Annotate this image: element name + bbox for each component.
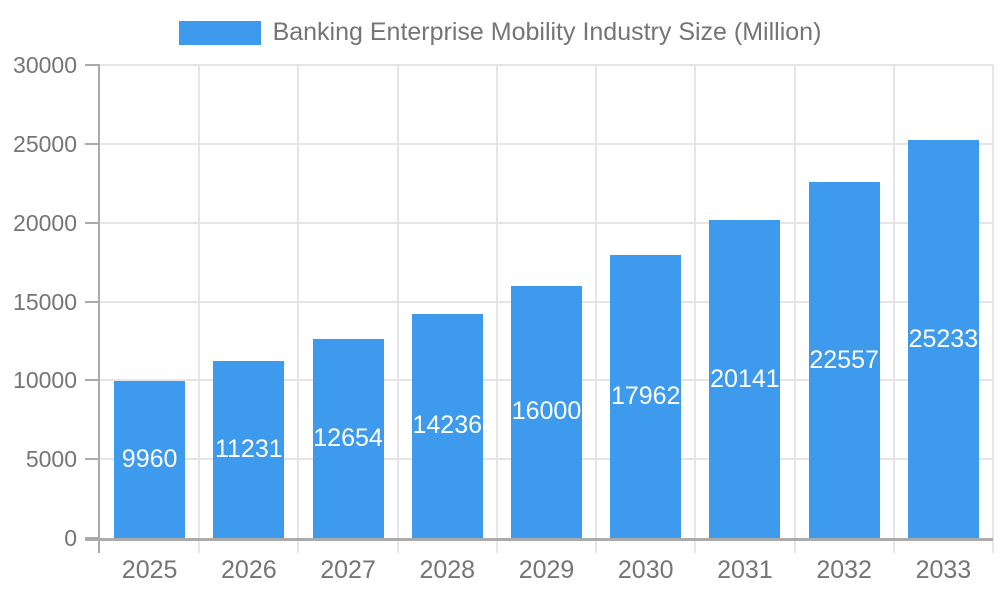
x-grid-line bbox=[992, 65, 994, 553]
bar[interactable]: 17962 bbox=[610, 254, 682, 538]
y-axis-tick bbox=[85, 221, 100, 224]
x-axis-label: 2028 bbox=[419, 556, 476, 584]
y-axis-label: 30000 bbox=[13, 52, 77, 78]
bar[interactable]: 9960 bbox=[114, 380, 186, 538]
bar-slot: 9960 bbox=[100, 65, 199, 538]
y-axis-tick bbox=[85, 64, 100, 66]
legend[interactable]: Banking Enterprise Mobility Industry Siz… bbox=[0, 18, 1000, 47]
bar[interactable]: 20141 bbox=[709, 220, 781, 538]
y-axis-label: 25000 bbox=[13, 130, 77, 157]
bar-slot: 20141 bbox=[695, 65, 794, 538]
y-axis-line bbox=[98, 65, 100, 553]
y-axis-tick bbox=[85, 379, 100, 382]
bar[interactable]: 22557 bbox=[808, 182, 880, 538]
y-grid-line bbox=[100, 221, 993, 224]
x-axis-label: 2031 bbox=[717, 556, 773, 584]
y-axis-label: 20000 bbox=[13, 209, 77, 236]
x-grid-line bbox=[694, 65, 697, 553]
y-axis-tick bbox=[85, 300, 100, 303]
x-axis-label: 2027 bbox=[320, 556, 376, 584]
bar-slot: 14236 bbox=[398, 65, 497, 538]
x-axis-label: 2025 bbox=[121, 556, 178, 584]
bar-slot: 16000 bbox=[497, 65, 596, 538]
x-axis-label: 2029 bbox=[518, 556, 575, 584]
bar[interactable]: 16000 bbox=[510, 285, 582, 538]
x-axis-label: 2032 bbox=[816, 556, 872, 584]
bar-value-label: 14236 bbox=[412, 411, 483, 440]
y-axis-label: 5000 bbox=[25, 446, 77, 473]
plot-area: 9960 11231 12654 14236 16000 17962 20141 22557 2… bbox=[85, 64, 994, 553]
y-axis-tick bbox=[85, 142, 100, 145]
bar-slot: 22557 bbox=[795, 65, 894, 538]
x-axis-label: 2033 bbox=[915, 556, 972, 584]
bar[interactable]: 25233 bbox=[907, 140, 979, 538]
x-grid-line bbox=[793, 65, 796, 553]
y-grid-line bbox=[100, 142, 993, 145]
bar-slot: 12654 bbox=[298, 65, 397, 538]
x-axis-line bbox=[85, 538, 993, 541]
bars-layer: 9960 11231 12654 14236 16000 17962 20141 22557 2… bbox=[100, 65, 993, 538]
y-grid-line bbox=[100, 64, 993, 66]
bar-value-label: 12654 bbox=[313, 423, 383, 452]
y-axis-tick bbox=[85, 537, 100, 539]
bar-slot: 11231 bbox=[199, 65, 298, 538]
bar-value-label: 25233 bbox=[908, 324, 979, 353]
bar-value-label: 16000 bbox=[511, 397, 582, 426]
bar[interactable]: 11231 bbox=[213, 360, 285, 538]
bar[interactable]: 14236 bbox=[411, 313, 483, 538]
x-grid-line bbox=[595, 65, 598, 553]
bar-value-label: 20141 bbox=[710, 364, 780, 393]
bar-value-label: 11231 bbox=[214, 434, 283, 463]
x-axis-label: 2026 bbox=[221, 556, 277, 584]
bar[interactable]: 12654 bbox=[312, 338, 384, 538]
x-grid-line bbox=[396, 65, 399, 553]
legend-swatch bbox=[178, 20, 261, 45]
y-axis-label: 15000 bbox=[13, 288, 77, 315]
y-axis-label: 10000 bbox=[13, 367, 77, 394]
x-grid-line bbox=[198, 65, 201, 553]
bar-value-label: 9960 bbox=[121, 444, 178, 473]
bar-value-label: 17962 bbox=[610, 381, 681, 410]
bar-value-label: 22557 bbox=[809, 345, 879, 374]
bar-slot: 25233 bbox=[894, 65, 993, 538]
y-axis-tick bbox=[85, 458, 100, 461]
x-grid-line bbox=[297, 65, 300, 553]
bar-slot: 17962 bbox=[596, 65, 695, 538]
y-axis-label: 0 bbox=[64, 525, 77, 551]
x-grid-line bbox=[892, 65, 895, 553]
legend-label: Banking Enterprise Mobility Industry Siz… bbox=[272, 18, 822, 46]
x-grid-line bbox=[495, 65, 498, 553]
x-axis-label: 2030 bbox=[617, 556, 674, 584]
